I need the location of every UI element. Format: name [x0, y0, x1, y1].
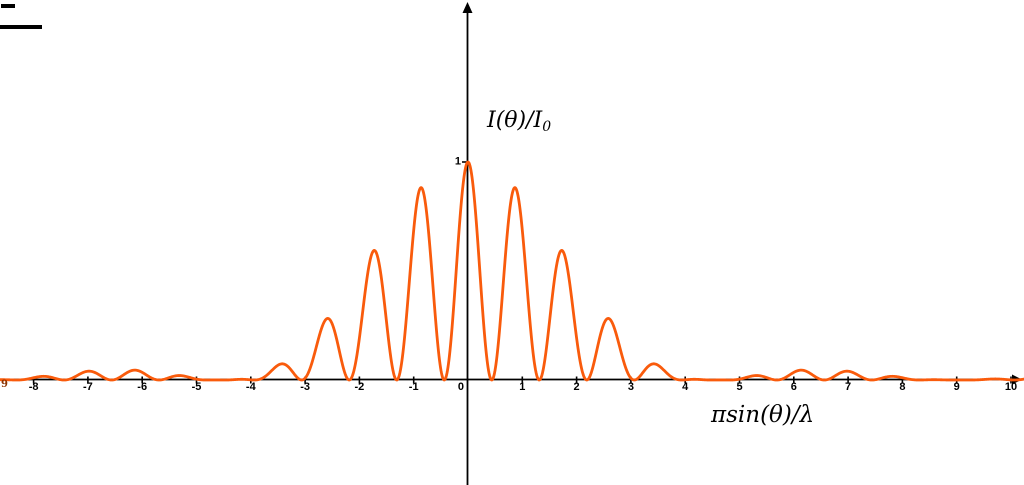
- x-tick-label: 4: [682, 381, 689, 393]
- clipped-edge-tick-label: 9: [1, 379, 8, 390]
- y-tick-label: 1: [454, 155, 461, 168]
- y-axis-label-subscript: 0: [542, 119, 552, 135]
- x-tick-label: 1: [519, 381, 526, 393]
- x-tick-label: -1: [408, 381, 419, 393]
- y-axis-label-main: I(θ)/I: [487, 108, 543, 133]
- x-tick-label: 2: [573, 381, 580, 393]
- intensity-curve: [0, 160, 1024, 382]
- y-axis-arrow: [462, 2, 473, 13]
- x-tick-label: -4: [245, 381, 256, 393]
- top-left-mark-long: [0, 25, 42, 29]
- x-tick-label: 10: [1004, 381, 1018, 393]
- y-axis-label: I(θ)/I0: [487, 108, 552, 135]
- x-tick-label: -3: [300, 381, 310, 393]
- x-tick-label: -5: [191, 381, 202, 393]
- x-tick-label: 5: [736, 381, 743, 393]
- x-tick-label: -8: [28, 381, 39, 393]
- x-tick-label: -2: [354, 381, 365, 393]
- x-tick-label: 3: [627, 381, 634, 393]
- x-tick-label: 9: [953, 381, 960, 393]
- x-tick-label: 7: [845, 381, 852, 393]
- x-axis-label: πsin(θ)/λ: [711, 402, 815, 428]
- x-tick-label: 8: [899, 381, 906, 393]
- x-tick-label: 0: [457, 381, 464, 393]
- x-tick-label: -6: [137, 381, 148, 393]
- x-tick-label: -7: [83, 381, 93, 393]
- top-left-mark-short: [1, 4, 15, 8]
- x-tick-label: 6: [790, 381, 797, 393]
